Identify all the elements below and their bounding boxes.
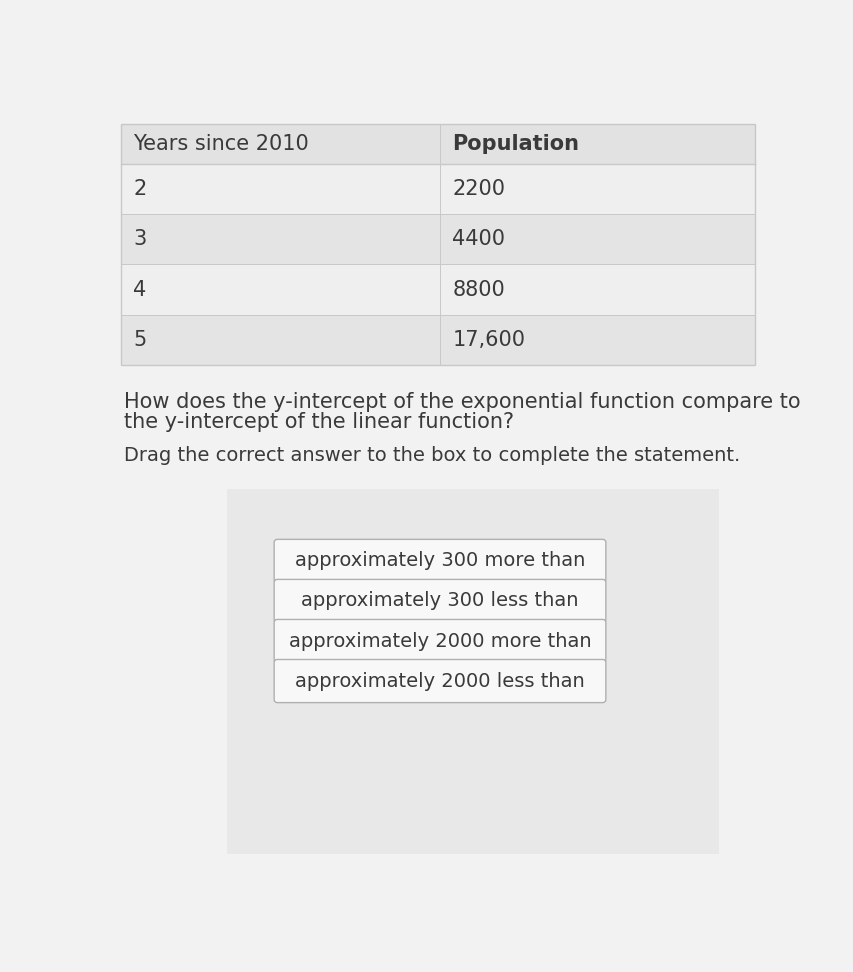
- Text: How does the y-intercept of the exponential function compare to: How does the y-intercept of the exponent…: [124, 393, 799, 412]
- Text: 3: 3: [133, 229, 146, 250]
- Bar: [120, 264, 754, 315]
- Text: Population: Population: [452, 134, 578, 155]
- Text: 4400: 4400: [452, 229, 505, 250]
- Text: 4: 4: [133, 280, 146, 299]
- Text: approximately 2000 more than: approximately 2000 more than: [288, 632, 590, 650]
- Bar: [120, 215, 754, 264]
- FancyBboxPatch shape: [274, 619, 605, 663]
- Bar: [120, 124, 754, 364]
- Text: 5: 5: [133, 330, 146, 350]
- Text: the y-intercept of the linear function?: the y-intercept of the linear function?: [124, 412, 514, 433]
- Text: approximately 300 more than: approximately 300 more than: [294, 551, 584, 571]
- Text: approximately 300 less than: approximately 300 less than: [301, 592, 578, 610]
- Text: approximately 2000 less than: approximately 2000 less than: [295, 672, 584, 690]
- Text: 8800: 8800: [452, 280, 505, 299]
- Text: Years since 2010: Years since 2010: [133, 134, 309, 155]
- FancyBboxPatch shape: [274, 659, 605, 703]
- Text: 17,600: 17,600: [452, 330, 525, 350]
- Text: 2200: 2200: [452, 180, 505, 199]
- Text: 2: 2: [133, 180, 146, 199]
- Bar: [120, 124, 754, 164]
- Text: Drag the correct answer to the box to complete the statement.: Drag the correct answer to the box to co…: [124, 446, 740, 466]
- FancyBboxPatch shape: [274, 579, 605, 622]
- Bar: [120, 164, 754, 215]
- Bar: [227, 489, 718, 854]
- Bar: [120, 315, 754, 364]
- FancyBboxPatch shape: [274, 539, 605, 582]
